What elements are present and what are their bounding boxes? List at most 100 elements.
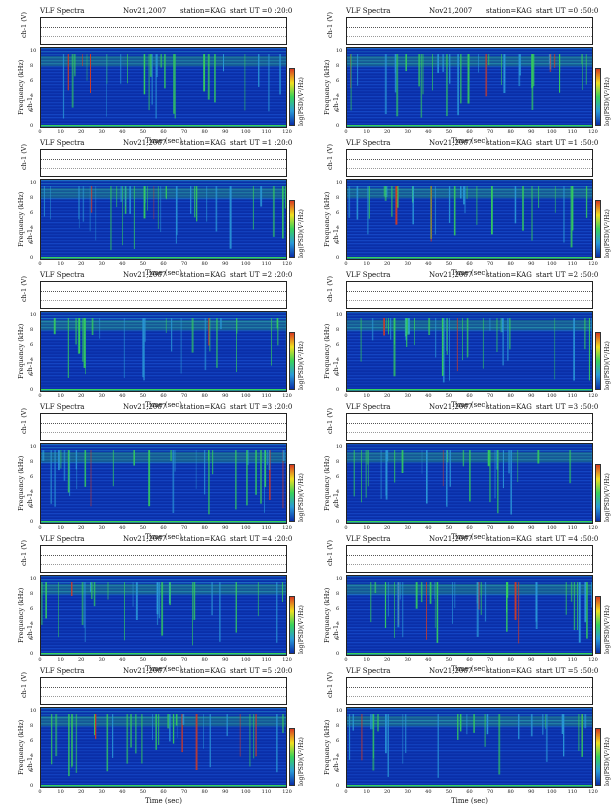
spectral-burst [135,714,137,753]
noise-band [347,363,592,364]
spectral-burst [442,54,444,72]
y-tick-label: 2 [336,504,339,510]
noise-band [41,714,286,715]
x-tick-label: 10 [363,789,369,795]
y-tick-label: 2 [336,768,339,774]
spectral-burst [497,450,499,513]
spectral-burst [236,318,237,372]
spectral-burst [515,582,517,620]
panel-title: VLF Spectra [346,402,390,412]
spectral-burst [58,450,60,470]
spectral-burst [391,186,393,217]
y-tick-label: 6 [30,738,33,744]
frequency-ylabel: Frequency (kHz) [323,324,331,379]
spectral-burst [554,318,555,379]
y-tick-label: 2 [336,108,339,114]
y-tick-label: 10 [30,444,36,450]
waveform-trace [347,291,592,292]
spectral-burst [538,186,539,208]
spectral-burst [44,186,45,217]
spectral-burst [578,714,579,751]
spectral-burst [210,714,211,767]
y-tick-label: 2 [30,768,33,774]
noise-band [347,765,592,766]
noise-band [41,624,286,625]
spectral-burst [204,450,205,494]
colorbar-label: log(PSD)(V²/Hz) [604,209,611,258]
noise-band [41,84,286,85]
noise-band [347,378,592,379]
y-tick-label: 8 [336,327,339,333]
spectral-burst [385,714,387,753]
noise-band [41,735,286,736]
spectral-burst [282,186,284,239]
y-tick-label: 10 [336,180,342,186]
spectral-burst [366,450,367,498]
y-tick-label: 0 [30,387,33,393]
spectral-burst [192,318,194,353]
waveform-trace [41,159,286,160]
colorbar [289,332,295,390]
spectral-burst [435,582,436,628]
emission-band [41,716,286,726]
y-tick-label: 10 [30,708,36,714]
y-tick-label: 6 [336,738,339,744]
emission-band [347,716,592,726]
panel-start-time: start UT =1 :20:0 [230,138,292,148]
noise-band [41,648,286,649]
noise-band [41,75,286,76]
noise-band [41,183,286,184]
spectral-burst [371,714,372,729]
spectral-burst [584,582,586,622]
panel-title: VLF Spectra [346,6,390,16]
frequency-ylabel: Frequency (kHz) [323,720,331,775]
spectral-burst [447,318,448,355]
spectral-burst [60,450,61,469]
noise-band [41,636,286,637]
y-tick-label: 4 [336,357,339,363]
noise-band [41,471,286,472]
spectral-burst [370,714,371,729]
x-axis-label: Time (sec) [40,797,287,805]
spectral-burst [388,714,389,777]
y-tick-label: 6 [30,474,33,480]
ch1-waveform-plot [40,677,287,705]
low-frequency-line [347,125,592,127]
spectral-burst [277,318,278,328]
emission-band [41,452,286,462]
noise-band [41,117,286,118]
noise-band [347,747,592,748]
spectral-burst [196,450,197,489]
waveform-baseline [41,564,286,565]
noise-band [347,315,592,316]
spectral-burst [349,714,350,760]
noise-band [41,99,286,100]
noise-band [347,636,592,637]
spectral-burst [416,582,418,609]
ch1-ylabel: ch-1 (V) [326,672,334,698]
spectral-burst [285,186,286,209]
spectral-burst [503,318,504,365]
panel-station: station=KAG [180,138,226,148]
noise-band [41,363,286,364]
noise-band [41,219,286,220]
spectral-burst [159,582,161,618]
spectral-burst [71,714,72,768]
noise-band [41,747,286,748]
noise-band [41,513,286,514]
noise-band [41,204,286,205]
noise-band [347,630,592,631]
x-tick-label: 90 [222,789,228,795]
spectral-burst [400,582,401,600]
noise-band [347,708,592,709]
noise-band [347,348,592,349]
spectral-burst [63,54,64,119]
ch1-ylabel: ch-1 (V) [20,144,28,170]
spectral-burst [488,450,490,466]
